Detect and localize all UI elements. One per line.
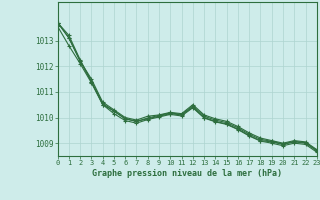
X-axis label: Graphe pression niveau de la mer (hPa): Graphe pression niveau de la mer (hPa) <box>92 169 282 178</box>
